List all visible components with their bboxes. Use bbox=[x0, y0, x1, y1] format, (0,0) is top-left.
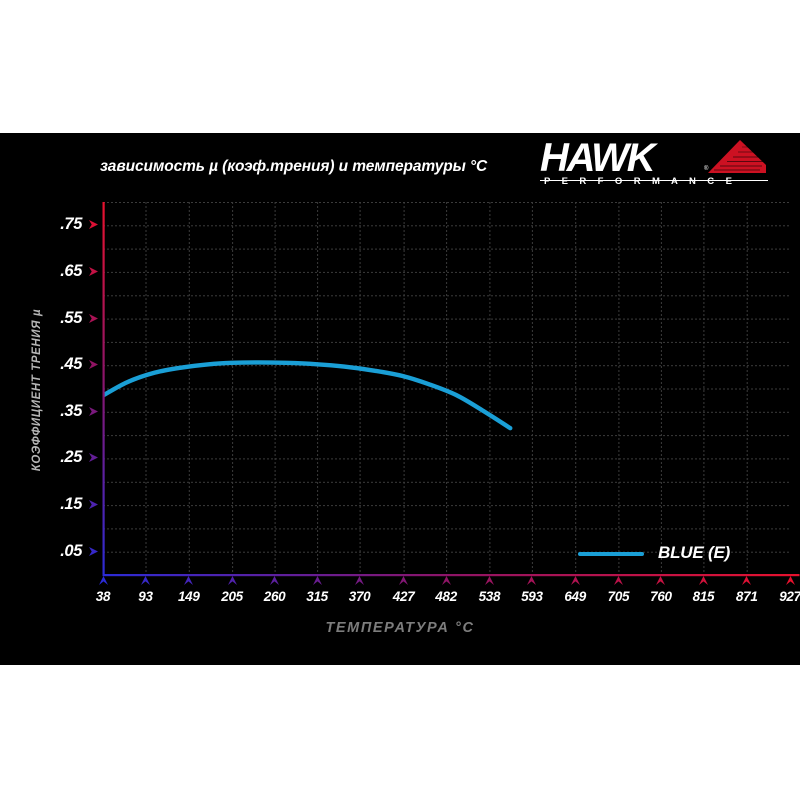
x-tick-label: 705 bbox=[607, 589, 630, 604]
x-tick-label: 815 bbox=[692, 589, 715, 604]
y-tick-arrow-icon bbox=[89, 313, 98, 323]
y-tick-arrow-icon bbox=[89, 406, 98, 416]
x-tick-label: 149 bbox=[177, 589, 200, 604]
x-tick-label: 538 bbox=[478, 589, 501, 604]
x-tick-arrow-icon bbox=[742, 576, 752, 585]
y-tick-label: .75 bbox=[60, 215, 82, 234]
x-tick-label: 927 bbox=[779, 589, 800, 604]
x-tick-label: 93 bbox=[138, 589, 153, 604]
x-tick-arrow-icon bbox=[613, 576, 623, 585]
x-tick-arrow-icon bbox=[785, 576, 795, 585]
y-axis-title: КОЭФФИЦИЕНТ ТРЕНИЯ µ bbox=[31, 308, 43, 472]
x-tick-arrow-icon bbox=[698, 576, 708, 585]
y-tick-label: .45 bbox=[60, 355, 82, 374]
x-tick-arrow-icon bbox=[527, 576, 537, 585]
x-tick-arrow-icon bbox=[98, 576, 108, 585]
x-tick-label: 370 bbox=[348, 589, 371, 604]
x-tick-arrow-icon bbox=[312, 576, 322, 585]
x-tick-arrow-icon bbox=[141, 576, 150, 585]
y-tick-arrow-icon bbox=[89, 360, 98, 370]
x-tick-arrow-icon bbox=[484, 576, 494, 585]
page-title: зависимость µ (коэф.трения) и температур… bbox=[100, 158, 488, 175]
hawk-wordmark: HAWK bbox=[540, 136, 656, 180]
y-tick-arrow-icon bbox=[89, 220, 98, 230]
registered-mark: ® bbox=[704, 166, 709, 172]
x-tick-arrow-icon bbox=[656, 576, 666, 585]
x-tick-arrow-icon bbox=[227, 576, 237, 585]
x-tick-label: 482 bbox=[435, 589, 457, 604]
x-tick-arrow-icon bbox=[270, 576, 280, 585]
legend-color-swatch bbox=[578, 552, 644, 556]
y-tick-label: .35 bbox=[60, 401, 82, 420]
x-tick-label: 260 bbox=[263, 589, 286, 604]
hawk-tagline: P E R F O R M A N C E bbox=[544, 176, 737, 187]
x-tick-arrow-icon bbox=[570, 576, 580, 585]
x-tick-label: 205 bbox=[221, 589, 243, 604]
y-tick-arrow-icon bbox=[89, 266, 98, 276]
x-tick-label: 760 bbox=[650, 589, 672, 604]
hawk-wing-icon bbox=[708, 140, 766, 173]
x-tick-arrow-icon bbox=[184, 576, 194, 585]
x-axis-title: ТЕМПЕРАТУРА °C bbox=[325, 620, 475, 636]
y-tick-arrow-icon bbox=[89, 500, 98, 510]
legend-item-label: BLUE (E) bbox=[658, 543, 731, 562]
axis-lines bbox=[102, 202, 800, 577]
y-tick-arrow-icon bbox=[89, 453, 98, 463]
series-blue-e-line bbox=[103, 360, 513, 431]
y-tick-label: .05 bbox=[60, 541, 82, 560]
x-tick-label: 649 bbox=[564, 589, 586, 604]
y-tick-label: .55 bbox=[60, 308, 82, 327]
hawk-performance-logo: HAWK ® P E R F O R M A N C E bbox=[540, 136, 768, 192]
x-tick-label: 315 bbox=[306, 589, 328, 604]
x-tick-label: 38 bbox=[95, 589, 111, 604]
x-tick-arrow-icon bbox=[355, 576, 365, 585]
y-tick-label: .65 bbox=[60, 261, 82, 280]
y-tick-arrow-icon bbox=[89, 546, 98, 556]
x-tick-label: 871 bbox=[735, 589, 758, 604]
logo-divider bbox=[540, 180, 768, 181]
y-tick-label: .25 bbox=[60, 448, 82, 467]
x-tick-arrow-icon bbox=[441, 576, 451, 585]
y-tick-label: .15 bbox=[60, 495, 82, 514]
x-tick-arrow-icon bbox=[399, 576, 409, 585]
chart-panel bbox=[0, 133, 800, 665]
x-tick-label: 593 bbox=[521, 589, 543, 604]
x-tick-label: 427 bbox=[392, 589, 415, 604]
